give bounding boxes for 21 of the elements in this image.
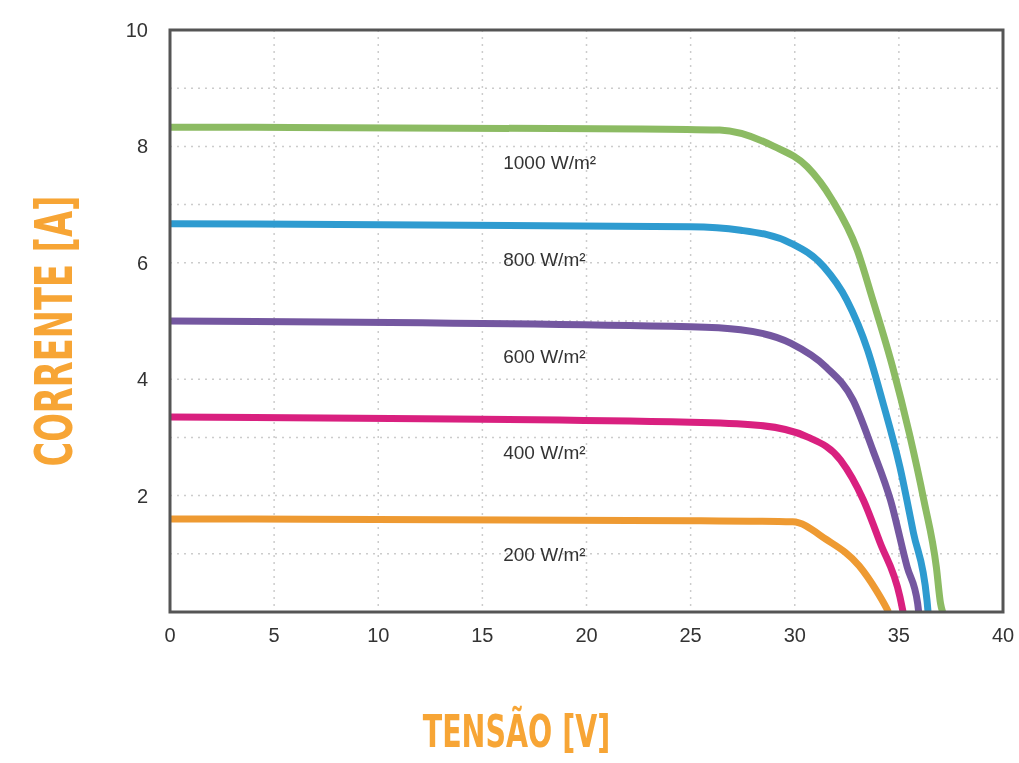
series-label: 1000 W/m²	[503, 152, 597, 174]
x-tick-label: 25	[679, 624, 702, 646]
x-tick-label: 30	[783, 624, 806, 646]
series-label: 600 W/m²	[503, 346, 586, 367]
series-label: 400 W/m²	[503, 442, 586, 464]
y-tick-label: 8	[136, 135, 148, 158]
series-label: 200 W/m²	[503, 543, 586, 565]
x-tick-label: 15	[471, 624, 494, 646]
y-tick-label: 6	[136, 251, 148, 274]
x-tick-label: 35	[887, 624, 910, 646]
x-tick-label: 0	[164, 624, 176, 646]
y-tick-label: 4	[136, 368, 148, 391]
x-tick-label: 20	[575, 624, 598, 646]
y-axis-title: CORRENTE [A]	[23, 195, 85, 467]
x-tick-label: 10	[367, 624, 390, 646]
x-tick-label: 5	[268, 624, 280, 646]
y-tick-label: 2	[136, 484, 148, 507]
x-axis-title: TENSÃO [V]	[422, 704, 611, 758]
x-tick-label: 40	[991, 624, 1015, 646]
y-tick-label: 10	[125, 19, 148, 41]
series-label: 800 W/m²	[503, 248, 586, 270]
